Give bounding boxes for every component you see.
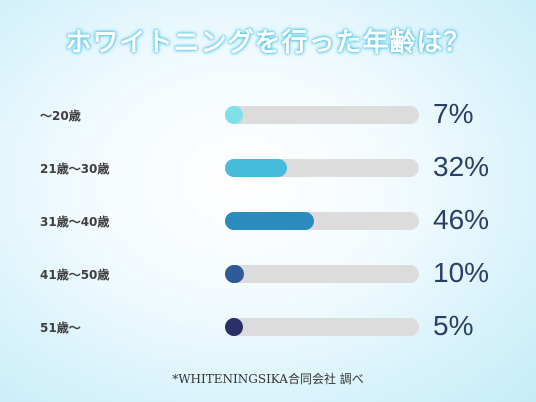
source-note: *WHITENINGSIKA合同会社 調べ (172, 372, 364, 386)
category-label: 51歳〜 (40, 321, 81, 335)
category-label: 21歳〜30歳 (40, 162, 110, 176)
bar (225, 212, 315, 230)
category-label: 〜20歳 (40, 109, 81, 123)
category-label: 31歳〜40歳 (40, 215, 110, 229)
value-label: 10% (433, 257, 490, 288)
bar-track (225, 106, 419, 124)
value-label: 5% (433, 310, 474, 341)
value-label: 46% (433, 204, 490, 235)
bar-track (225, 159, 419, 177)
value-label: 32% (433, 151, 490, 182)
bar-track (225, 212, 419, 230)
bar (225, 318, 243, 336)
bar (225, 265, 245, 283)
bar-track (225, 318, 419, 336)
chart-title: ホワイトニングを行った年齢は？ (65, 28, 471, 58)
category-label: 41歳〜50歳 (40, 268, 110, 282)
value-label: 7% (433, 98, 474, 129)
bar (225, 106, 243, 124)
bar (225, 159, 288, 177)
bar-track (225, 265, 419, 283)
